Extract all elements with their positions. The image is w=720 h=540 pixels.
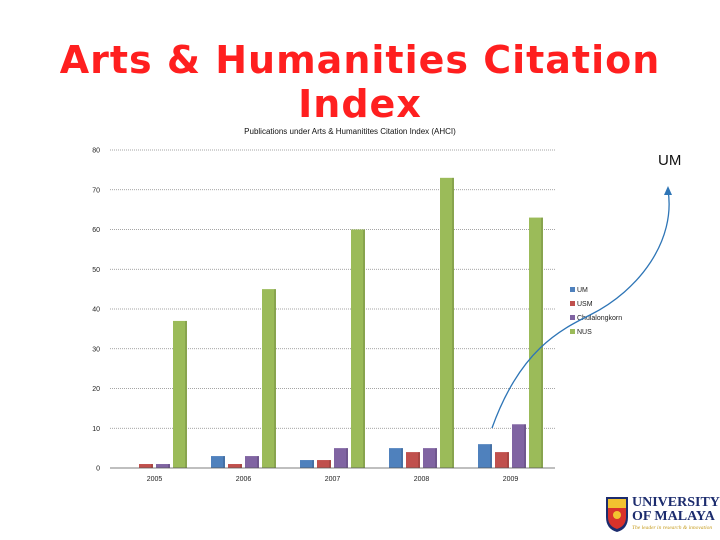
x-axis-ticks: 2005 2006 2007 2008 2009 bbox=[147, 476, 519, 483]
y-tick-label: 30 bbox=[92, 346, 100, 353]
bar-shade bbox=[151, 464, 153, 468]
bar-nus-2005 bbox=[173, 320, 187, 468]
chart-bars bbox=[139, 177, 543, 468]
bar-usm-2006 bbox=[228, 464, 242, 468]
x-tick-label: 2009 bbox=[503, 476, 519, 483]
bar-usm-2008 bbox=[406, 452, 420, 468]
trend-arrow bbox=[491, 189, 670, 429]
y-tick-label: 80 bbox=[92, 148, 100, 155]
bar-chulalongkorn-2007 bbox=[334, 448, 348, 468]
bar-usm-2005 bbox=[139, 464, 153, 468]
bar-chulalongkorn-2006 bbox=[245, 456, 259, 468]
bar-shade bbox=[257, 456, 259, 468]
bar-shade bbox=[223, 456, 225, 468]
legend-label-usm: USM bbox=[577, 301, 593, 308]
bar-shade bbox=[524, 424, 526, 468]
y-tick-label: 20 bbox=[92, 386, 100, 393]
legend-swatch-nus bbox=[570, 329, 575, 334]
bar-nus-2008 bbox=[440, 177, 454, 468]
y-tick-label: 50 bbox=[92, 267, 100, 274]
y-tick-label: 0 bbox=[96, 466, 100, 473]
bar-shade bbox=[435, 448, 437, 468]
chart-legend: UM USM Chulalongkorn NUS bbox=[570, 287, 622, 336]
chart-gridlines bbox=[110, 149, 555, 429]
bar-chulalongkorn-2009 bbox=[512, 424, 526, 468]
legend-swatch-um bbox=[570, 287, 575, 292]
bar-nus-2009 bbox=[529, 217, 543, 468]
y-tick-label: 40 bbox=[92, 307, 100, 314]
chart-title: Publications under Arts & Humanitites Ci… bbox=[244, 127, 456, 136]
bar-chulalongkorn-2005 bbox=[156, 464, 170, 468]
bar-um-2008 bbox=[389, 448, 403, 468]
bar-usm-2009 bbox=[495, 452, 509, 468]
y-tick-label: 10 bbox=[92, 426, 100, 433]
bar-um-2006 bbox=[211, 456, 225, 468]
bar-shade bbox=[185, 320, 187, 468]
y-axis-ticks: 0 10 20 30 40 50 60 70 80 bbox=[92, 148, 100, 473]
x-tick-label: 2006 bbox=[236, 476, 252, 483]
legend-label-nus: NUS bbox=[577, 329, 592, 336]
slide-title: Arts & Humanities Citation Index bbox=[59, 38, 661, 126]
bar-shade bbox=[274, 289, 276, 468]
bar-shade bbox=[541, 217, 543, 468]
x-tick-label: 2007 bbox=[325, 476, 341, 483]
bar-shade bbox=[401, 448, 403, 468]
bar-shade bbox=[240, 464, 242, 468]
logo-tagline: The leader in research & innovation bbox=[632, 525, 713, 531]
bar-shade bbox=[452, 177, 454, 468]
y-tick-label: 70 bbox=[92, 187, 100, 194]
logo-line1: UNIVERSITY bbox=[632, 495, 720, 510]
bar-shade bbox=[507, 452, 509, 468]
bar-shade bbox=[490, 444, 492, 468]
bar-um-2007 bbox=[300, 460, 314, 468]
bar-shade bbox=[329, 460, 331, 468]
crest-icon bbox=[606, 497, 628, 532]
bar-um-2009 bbox=[478, 444, 492, 468]
logo-line2: OF MALAYA bbox=[632, 509, 715, 524]
x-tick-label: 2008 bbox=[414, 476, 430, 483]
legend-swatch-chulalongkorn bbox=[570, 315, 575, 320]
bar-nus-2007 bbox=[351, 229, 365, 468]
um-annotation: UM bbox=[658, 152, 682, 169]
legend-label-chulalongkorn: Chulalongkorn bbox=[577, 315, 622, 322]
bar-shade bbox=[363, 229, 365, 468]
bar-shade bbox=[168, 464, 170, 468]
y-tick-label: 60 bbox=[92, 227, 100, 234]
legend-label-um: UM bbox=[577, 287, 588, 294]
bar-usm-2007 bbox=[317, 460, 331, 468]
bar-shade bbox=[418, 452, 420, 468]
x-tick-label: 2005 bbox=[147, 476, 163, 483]
bar-shade bbox=[346, 448, 348, 468]
bar-nus-2006 bbox=[262, 289, 276, 468]
bar-shade bbox=[312, 460, 314, 468]
arrow-head-icon bbox=[664, 186, 672, 195]
legend-swatch-usm bbox=[570, 301, 575, 306]
university-logo: UNIVERSITY OF MALAYA The leader in resea… bbox=[604, 495, 720, 535]
bar-chulalongkorn-2008 bbox=[423, 448, 437, 468]
